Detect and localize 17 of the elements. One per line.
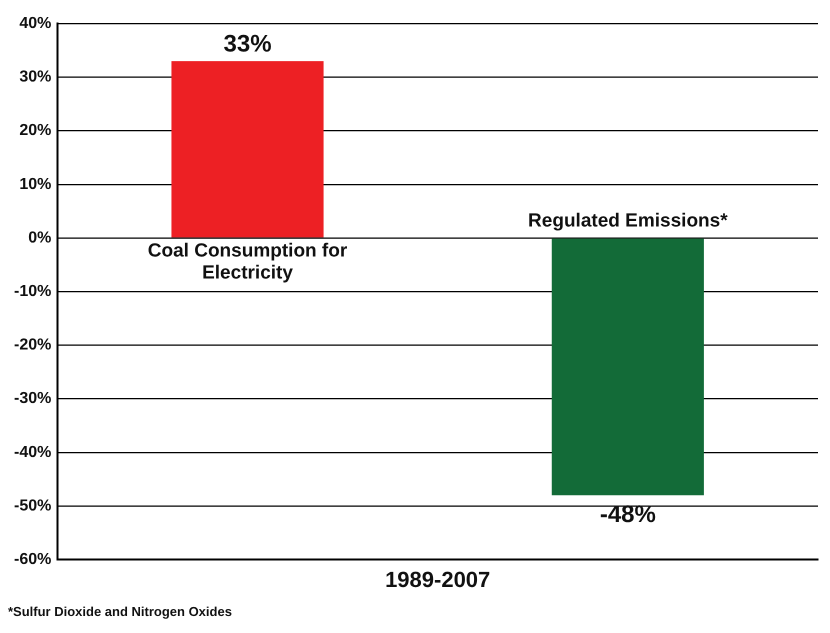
data-label: 33% [223,30,272,58]
x-tick-label: Coal Consumption for Electricity [148,240,348,284]
y-tick-label: 10% [19,176,52,193]
y-tick-label: 40% [19,15,52,32]
data-label: -48% [600,500,656,528]
y-tick-label: 20% [19,122,52,140]
y-tick-label: -60% [14,551,52,568]
text: *Sulfur Dioxide and Nitrogen Oxides [8,604,233,619]
y-tick-label: 30% [19,68,52,86]
x-tick-label: Regulated Emissions* [528,210,728,232]
y-tick-label: -50% [14,497,52,514]
y-tick-label: -10% [14,283,52,300]
y-tick-label: -20% [14,336,52,354]
y-tick-label: -40% [14,444,52,461]
y-tick-label: -30% [14,390,52,408]
x-axis-title: 1989-2007 [385,566,490,592]
y-tick-label: 0% [28,229,52,246]
